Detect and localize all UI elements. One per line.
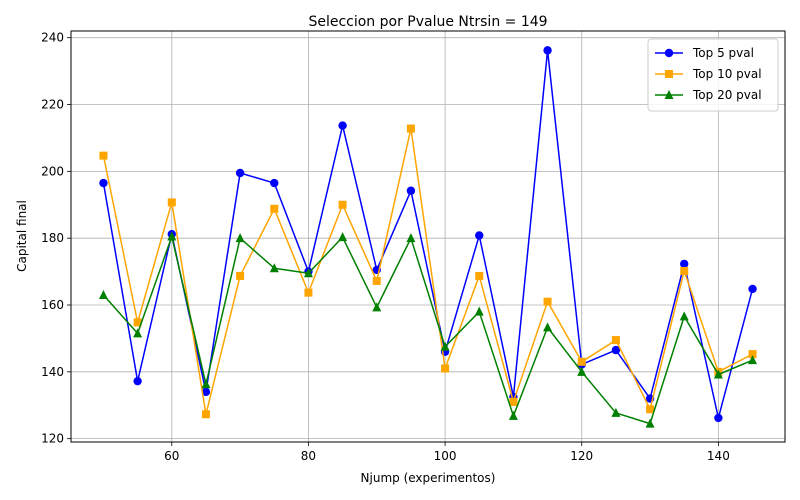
data-point [543, 46, 552, 55]
x-axis-title: Njump (experimentos) [361, 471, 496, 485]
data-point [475, 271, 484, 280]
data-point [338, 200, 347, 209]
data-point [201, 410, 210, 419]
data-point [713, 369, 723, 379]
data-point [99, 178, 108, 188]
series-line [102, 127, 753, 416]
y-tick-label: 240 [41, 31, 64, 45]
data-point [441, 364, 450, 373]
data-point [714, 413, 723, 423]
legend-label: Top 5 pval [692, 46, 754, 60]
y-tick-label: 140 [41, 365, 64, 379]
data-point [679, 311, 689, 321]
series-line [102, 49, 754, 419]
legend-item: Top 10 pval [655, 67, 762, 81]
data-point [748, 350, 757, 359]
x-tick-label: 100 [434, 449, 457, 463]
data-point [680, 266, 689, 275]
data-point [406, 124, 415, 133]
y-tick-label: 180 [41, 231, 64, 245]
y-tick-label: 220 [41, 98, 64, 112]
data-point [304, 288, 313, 297]
legend-marker [664, 90, 674, 99]
y-tick-label: 200 [41, 164, 64, 178]
y-tick-label: 120 [41, 432, 64, 446]
data-point [577, 366, 587, 376]
data-point [235, 168, 245, 178]
y-axis: 120 140 160 180 200 220 240 [41, 31, 71, 446]
x-tick-label: 80 [301, 449, 316, 463]
data-point [645, 418, 655, 428]
data-point [509, 397, 518, 406]
legend-box [647, 38, 779, 112]
y-tick-label: 160 [41, 298, 64, 312]
series-line [102, 235, 753, 425]
legend-marker [664, 48, 674, 58]
data-point [406, 233, 416, 243]
grid [71, 31, 785, 442]
y-axis-title: Capital final [15, 200, 29, 272]
legend-label: Top 20 pval [692, 88, 762, 102]
data-point [133, 318, 142, 327]
data-point [748, 284, 757, 294]
data-point [372, 302, 382, 312]
data-point [270, 178, 279, 188]
data-point [474, 306, 484, 316]
data-point [201, 387, 211, 397]
data-point [270, 204, 279, 213]
legend-label: Top 10 pval [692, 67, 762, 81]
legend-item: Top 5 pval [655, 46, 754, 60]
data-point [577, 357, 586, 366]
data-point [338, 121, 347, 130]
x-tick-label: 140 [707, 449, 730, 463]
data-point [98, 289, 108, 299]
x-tick-label: 60 [164, 449, 179, 463]
data-point [201, 379, 211, 389]
chart-title: Seleccion por Pvalue Ntrsin = 149 [308, 14, 547, 30]
data-point [475, 231, 484, 240]
data-point [508, 410, 518, 420]
data-point [440, 341, 450, 351]
data-point [303, 268, 313, 278]
data-point [611, 345, 621, 355]
data-point [338, 232, 348, 242]
series-3 [98, 231, 758, 428]
data-point [611, 336, 620, 345]
data-point [269, 263, 279, 273]
data-point [406, 186, 416, 195]
legend-marker [665, 70, 673, 78]
data-point [235, 233, 245, 243]
data-point [543, 297, 552, 306]
data-point [646, 405, 655, 414]
data-point [748, 355, 758, 365]
data-point [99, 151, 108, 160]
data-point [133, 376, 142, 386]
data-point [611, 407, 621, 417]
data-point [372, 276, 381, 285]
data-point [167, 231, 177, 241]
plot-frame [70, 30, 786, 443]
legend: Top 5 pval Top 10 pval Top 20 pval [647, 38, 779, 112]
x-tick-label: 120 [570, 449, 593, 463]
data-point [167, 198, 176, 207]
legend-item: Top 20 pval [655, 88, 762, 102]
x-axis: 60 80 100 120 140 [164, 442, 730, 463]
data-point [680, 259, 689, 269]
series-layer [98, 46, 758, 428]
data-point [543, 322, 553, 332]
data-point [133, 328, 143, 338]
data-point [236, 271, 245, 280]
